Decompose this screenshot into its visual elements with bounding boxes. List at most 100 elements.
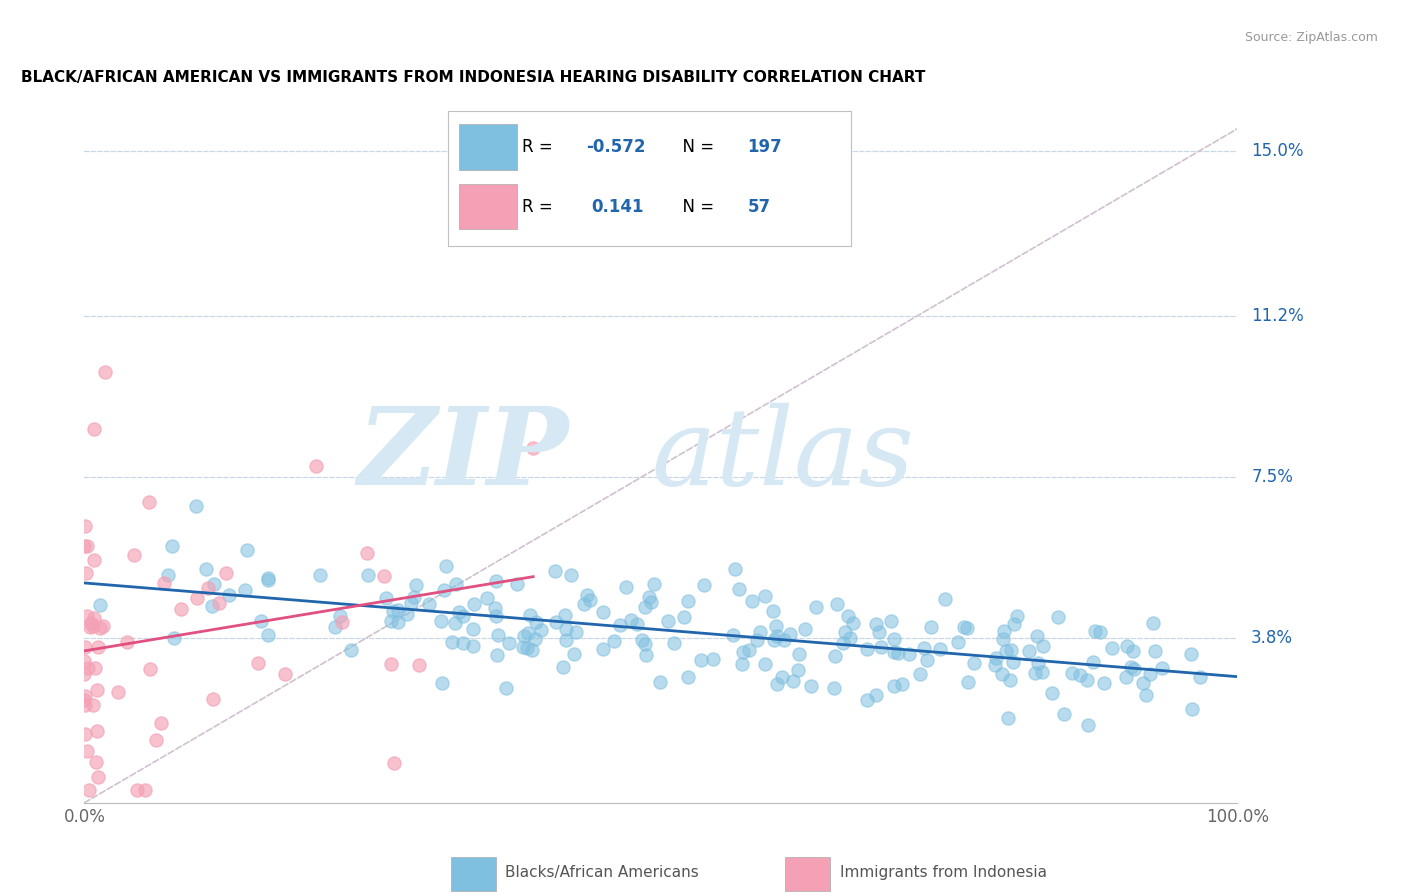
Point xyxy=(883,632,905,647)
Point xyxy=(634,600,657,615)
Point xyxy=(83,422,105,436)
Point xyxy=(83,553,105,567)
Point xyxy=(676,670,699,684)
Point xyxy=(1115,670,1137,684)
Point xyxy=(430,676,453,690)
Point xyxy=(562,647,585,661)
Point xyxy=(832,636,855,650)
Point xyxy=(1024,666,1046,681)
Point xyxy=(73,640,96,654)
Point xyxy=(305,459,328,474)
Point xyxy=(748,625,770,640)
Point xyxy=(1062,665,1084,680)
Point xyxy=(134,782,156,797)
Text: N =: N = xyxy=(672,197,720,216)
Point xyxy=(1144,644,1167,658)
Point xyxy=(529,623,551,637)
Point xyxy=(991,667,1014,681)
Point xyxy=(865,688,887,702)
Point xyxy=(75,727,97,741)
Point xyxy=(89,599,111,613)
Point xyxy=(953,620,976,634)
Point xyxy=(396,607,419,622)
Point xyxy=(169,602,191,616)
Point xyxy=(865,617,887,632)
Point xyxy=(160,539,183,553)
Point xyxy=(673,610,696,624)
Point xyxy=(579,592,602,607)
Point xyxy=(825,597,848,611)
Point xyxy=(643,576,665,591)
Point xyxy=(887,646,910,660)
Text: Immigrants from Indonesia: Immigrants from Indonesia xyxy=(839,865,1046,880)
Point xyxy=(405,578,427,592)
Point xyxy=(997,710,1019,724)
Point xyxy=(1088,624,1111,639)
Point xyxy=(782,673,804,688)
Point xyxy=(763,632,786,647)
Point xyxy=(560,567,582,582)
Point xyxy=(202,692,225,706)
Point xyxy=(87,770,110,784)
Point xyxy=(434,558,457,573)
Point xyxy=(486,648,509,662)
Point xyxy=(702,652,724,666)
Point xyxy=(1142,616,1164,631)
Point xyxy=(883,679,905,693)
Point xyxy=(1031,665,1053,679)
Point xyxy=(82,618,104,632)
Point xyxy=(823,681,845,696)
Point xyxy=(762,604,785,618)
Point xyxy=(89,621,111,635)
Point xyxy=(522,441,544,455)
Point xyxy=(787,663,810,677)
Point xyxy=(76,609,98,624)
Point xyxy=(934,592,956,607)
Point xyxy=(956,622,979,636)
Point xyxy=(1115,639,1137,653)
FancyBboxPatch shape xyxy=(447,111,851,246)
Point xyxy=(522,642,544,657)
Point xyxy=(731,657,754,672)
Point xyxy=(387,603,409,617)
Point xyxy=(194,562,217,576)
Point xyxy=(475,591,498,605)
Text: -0.572: -0.572 xyxy=(586,137,645,156)
Point xyxy=(565,625,588,640)
Text: Blacks/African Americans: Blacks/African Americans xyxy=(505,865,699,880)
FancyBboxPatch shape xyxy=(786,857,831,891)
Point xyxy=(340,643,363,657)
Point xyxy=(634,648,657,662)
Point xyxy=(186,591,208,605)
Point xyxy=(517,625,540,640)
Point xyxy=(839,631,862,645)
Point xyxy=(380,657,402,671)
Point xyxy=(524,615,547,629)
Point xyxy=(495,681,517,695)
Point xyxy=(236,542,259,557)
Point xyxy=(766,676,789,690)
Point xyxy=(115,635,138,649)
Point xyxy=(451,635,474,649)
Point xyxy=(728,582,751,596)
Point xyxy=(498,636,520,650)
Point xyxy=(1121,660,1143,674)
Point xyxy=(800,679,823,693)
Point xyxy=(484,601,506,615)
Point xyxy=(374,591,396,605)
Text: 0.141: 0.141 xyxy=(592,197,644,216)
Text: ZIP: ZIP xyxy=(357,402,568,508)
Point xyxy=(724,562,747,576)
Point xyxy=(553,660,575,674)
Point xyxy=(630,632,652,647)
Point xyxy=(766,629,789,643)
Point xyxy=(325,620,347,634)
Point xyxy=(330,615,353,629)
Text: Source: ZipAtlas.com: Source: ZipAtlas.com xyxy=(1244,31,1378,45)
Point xyxy=(544,615,567,629)
Point xyxy=(920,620,942,634)
Point xyxy=(555,623,578,637)
Point xyxy=(804,599,827,614)
Point xyxy=(87,640,110,655)
Point xyxy=(156,568,179,582)
